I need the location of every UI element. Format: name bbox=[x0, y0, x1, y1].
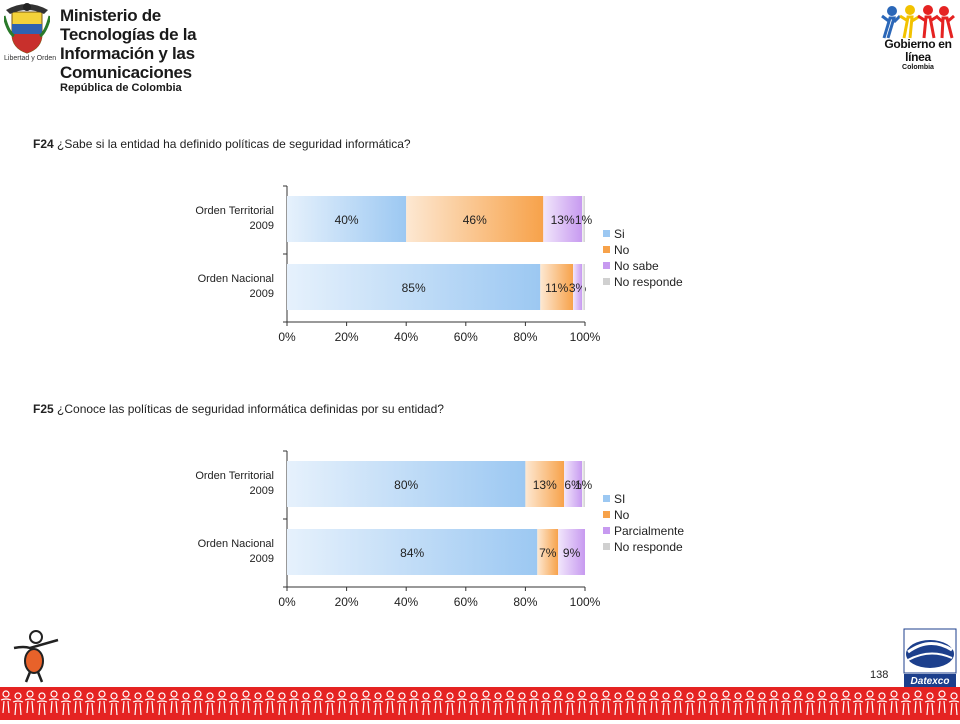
bar-segment bbox=[543, 196, 583, 242]
ministry-line-3: República de Colombia bbox=[60, 82, 182, 94]
x-tick-label: 20% bbox=[335, 330, 359, 344]
bar-segment bbox=[525, 461, 565, 507]
bar-segment bbox=[582, 461, 585, 507]
data-label: 1% bbox=[575, 478, 593, 492]
x-tick-label: 0% bbox=[278, 330, 296, 344]
x-tick-label: 20% bbox=[335, 595, 359, 609]
bar-segment bbox=[287, 529, 538, 575]
gobierno-en-linea-figures-icon bbox=[881, 5, 955, 39]
bar-segment bbox=[558, 529, 585, 575]
bar-segment bbox=[287, 196, 407, 242]
legend-swatch bbox=[603, 246, 610, 253]
bar-segment bbox=[287, 264, 541, 310]
legend-swatch bbox=[603, 262, 610, 269]
x-tick-label: 40% bbox=[394, 595, 418, 609]
data-label: 84% bbox=[400, 546, 424, 560]
bar-segment bbox=[540, 264, 574, 310]
question-f24: F24 ¿Sabe si la entidad ha definido polí… bbox=[33, 137, 411, 151]
data-label: 80% bbox=[394, 478, 418, 492]
legend-swatch bbox=[603, 230, 610, 237]
legend-label: No bbox=[614, 508, 630, 522]
question-code: F24 bbox=[33, 137, 54, 151]
legend-label: No responde bbox=[614, 275, 683, 289]
page-number: 138 bbox=[870, 669, 889, 681]
legend-label: Si bbox=[614, 227, 625, 241]
bar-segment bbox=[582, 196, 585, 242]
bar-segment bbox=[582, 264, 585, 310]
legend-swatch bbox=[603, 543, 610, 550]
chart-f24: 0% 20% 40% 60% 80% 100% Orden Territorial 2009 4… bbox=[195, 185, 683, 344]
category-label: 2009 bbox=[250, 220, 274, 232]
category-label: Orden Territorial bbox=[195, 205, 274, 217]
x-tick-label: 60% bbox=[454, 595, 478, 609]
bar-segment bbox=[537, 529, 559, 575]
x-tick-label: 80% bbox=[513, 330, 537, 344]
chart-f25: 0% 20% 40% 60% 80% 100% Orden Territorial 2009 8… bbox=[195, 450, 684, 609]
x-tick-label: 60% bbox=[454, 330, 478, 344]
question-text: ¿Conoce las políticas de seguridad infor… bbox=[57, 402, 444, 416]
data-label: 1% bbox=[575, 213, 593, 227]
category-label: 2009 bbox=[250, 288, 274, 300]
legend-swatch bbox=[603, 511, 610, 518]
data-label: 13% bbox=[551, 213, 575, 227]
question-text: ¿Sabe si la entidad ha definido política… bbox=[57, 137, 411, 151]
crest-caption: Libertad y Orden bbox=[4, 55, 57, 62]
data-label: 11% bbox=[545, 281, 568, 295]
ministry-line-2: Información y las Comunicaciones bbox=[60, 44, 195, 82]
x-tick-label: 100% bbox=[570, 595, 601, 609]
x-tick-label: 40% bbox=[394, 330, 418, 344]
data-label: 9% bbox=[563, 546, 581, 560]
data-label: 7% bbox=[539, 546, 557, 560]
data-label: 6% bbox=[564, 478, 582, 492]
footer-band bbox=[0, 687, 960, 720]
bar-segment bbox=[564, 461, 583, 507]
gobierno-en-linea-logo: Gobierno en línea Colombia bbox=[878, 38, 958, 72]
legend-label: SI bbox=[614, 492, 625, 506]
legend-label: Parcialmente bbox=[614, 524, 684, 538]
category-label: Orden Nacional bbox=[198, 538, 274, 550]
data-label: 85% bbox=[402, 281, 426, 295]
ministry-header: Libertad y Orden Ministerio de Tecnologí… bbox=[0, 0, 240, 94]
category-label: Orden Nacional bbox=[198, 273, 274, 285]
question-f25: F25 ¿Conoce las políticas de seguridad i… bbox=[33, 402, 444, 416]
datexco-logo: Datexco bbox=[903, 628, 957, 687]
legend-swatch bbox=[603, 495, 610, 502]
gobierno-en-linea-title: Gobierno en línea bbox=[884, 37, 952, 64]
legend-label: No responde bbox=[614, 540, 683, 554]
legend-label: No sabe bbox=[614, 259, 659, 273]
category-label: Orden Territorial bbox=[195, 470, 274, 482]
x-tick-label: 100% bbox=[570, 330, 601, 344]
question-code: F25 bbox=[33, 402, 54, 416]
datexco-name: Datexco bbox=[911, 676, 950, 687]
legend-swatch bbox=[603, 278, 610, 285]
data-label: 40% bbox=[335, 213, 359, 227]
bar-segment bbox=[406, 196, 544, 242]
legend-swatch bbox=[603, 527, 610, 534]
people-pattern-icon bbox=[0, 687, 960, 720]
gobierno-en-linea-subtitle: Colombia bbox=[902, 64, 934, 71]
legend-label: No bbox=[614, 243, 630, 257]
person-figure-icon bbox=[13, 630, 59, 683]
category-label: 2009 bbox=[250, 485, 274, 497]
ministry-line-1: Ministerio de Tecnologías de la bbox=[60, 6, 197, 44]
bar-segment bbox=[287, 461, 526, 507]
x-tick-label: 80% bbox=[513, 595, 537, 609]
category-label: 2009 bbox=[250, 553, 274, 565]
colombia-crest-icon bbox=[4, 3, 50, 54]
data-label: 46% bbox=[463, 213, 487, 227]
x-tick-label: 0% bbox=[278, 595, 296, 609]
bar-segment bbox=[573, 264, 583, 310]
data-label: 13% bbox=[533, 478, 557, 492]
ministry-name: Ministerio de Tecnologías de la Informac… bbox=[60, 6, 240, 95]
